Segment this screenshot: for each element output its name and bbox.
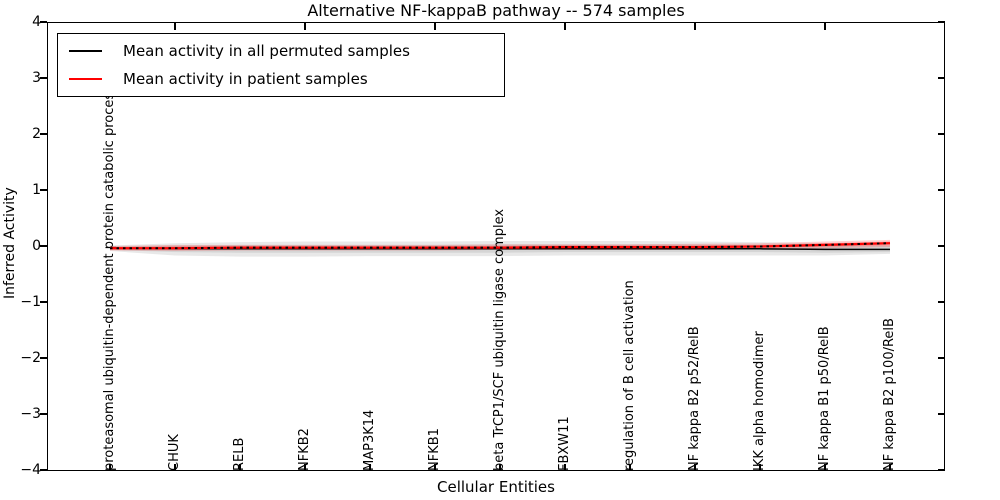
y-tick-mark-left bbox=[40, 189, 47, 191]
x-tick-mark-bottom bbox=[499, 464, 501, 471]
x-tick-mark-bottom bbox=[174, 464, 176, 471]
y-tick-mark-right bbox=[938, 357, 945, 359]
x-tick-mark-bottom bbox=[694, 464, 696, 471]
x-tick-mark-top bbox=[304, 23, 306, 30]
y-tick-mark-left bbox=[40, 245, 47, 247]
y-tick-mark-left bbox=[40, 133, 47, 135]
y-tick-mark-right bbox=[938, 301, 945, 303]
y-tick-label: −3 bbox=[20, 406, 41, 422]
x-tick-mark-bottom bbox=[564, 464, 566, 471]
y-tick-mark-right bbox=[938, 21, 945, 23]
chart-title: Alternative NF-kappaB pathway -- 574 sam… bbox=[307, 1, 685, 20]
y-tick-mark-right bbox=[938, 413, 945, 415]
permuted-line-swatch bbox=[69, 49, 102, 53]
y-tick-mark-left bbox=[40, 21, 47, 23]
y-tick-label: 1 bbox=[32, 182, 41, 198]
legend-label: Mean activity in patient samples bbox=[123, 70, 368, 88]
y-tick-label: 2 bbox=[32, 126, 41, 142]
x-tick-mark-bottom bbox=[759, 464, 761, 471]
x-tick-mark-bottom bbox=[824, 464, 826, 471]
x-tick-mark-top bbox=[824, 23, 826, 30]
y-tick-mark-left bbox=[40, 77, 47, 79]
legend: Mean activity in all permuted samples Me… bbox=[57, 33, 505, 97]
y-tick-label: −2 bbox=[20, 350, 41, 366]
legend-entry-patient: Mean activity in patient samples bbox=[58, 65, 504, 93]
x-tick-mark-bottom bbox=[304, 464, 306, 471]
y-tick-label: 0 bbox=[32, 238, 41, 254]
x-tick-mark-top bbox=[694, 23, 696, 30]
y-tick-label: −1 bbox=[20, 294, 41, 310]
y-tick-label: 3 bbox=[32, 70, 41, 86]
x-tick-mark-top bbox=[564, 23, 566, 30]
x-tick-mark-top bbox=[174, 23, 176, 30]
y-tick-mark-left bbox=[40, 357, 47, 359]
y-tick-mark-right bbox=[938, 77, 945, 79]
y-tick-mark-left bbox=[40, 469, 47, 471]
x-tick-mark-bottom bbox=[434, 464, 436, 471]
x-tick-mark-bottom bbox=[889, 464, 891, 471]
legend-label: Mean activity in all permuted samples bbox=[123, 42, 410, 60]
y-tick-label: 4 bbox=[32, 14, 41, 30]
y-tick-mark-left bbox=[40, 413, 47, 415]
patient-line-dotted-overlay bbox=[110, 242, 891, 250]
y-tick-mark-right bbox=[938, 189, 945, 191]
legend-entry-permuted: Mean activity in all permuted samples bbox=[58, 37, 504, 65]
x-tick-mark-bottom bbox=[239, 464, 241, 471]
y-tick-mark-right bbox=[938, 469, 945, 471]
chart-canvas bbox=[109, 239, 891, 257]
patient-line-swatch bbox=[69, 77, 102, 81]
y-tick-mark-right bbox=[938, 133, 945, 135]
y-tick-mark-left bbox=[40, 301, 47, 303]
x-tick-mark-top bbox=[434, 23, 436, 30]
x-tick-mark-bottom bbox=[629, 464, 631, 471]
y-tick-mark-right bbox=[938, 245, 945, 247]
x-axis-label: Cellular Entities bbox=[437, 478, 555, 496]
y-tick-label: −4 bbox=[20, 462, 41, 478]
series-line-0 bbox=[109, 247, 890, 251]
x-tick-mark-bottom bbox=[369, 464, 371, 471]
x-tick-mark-bottom bbox=[109, 464, 111, 471]
